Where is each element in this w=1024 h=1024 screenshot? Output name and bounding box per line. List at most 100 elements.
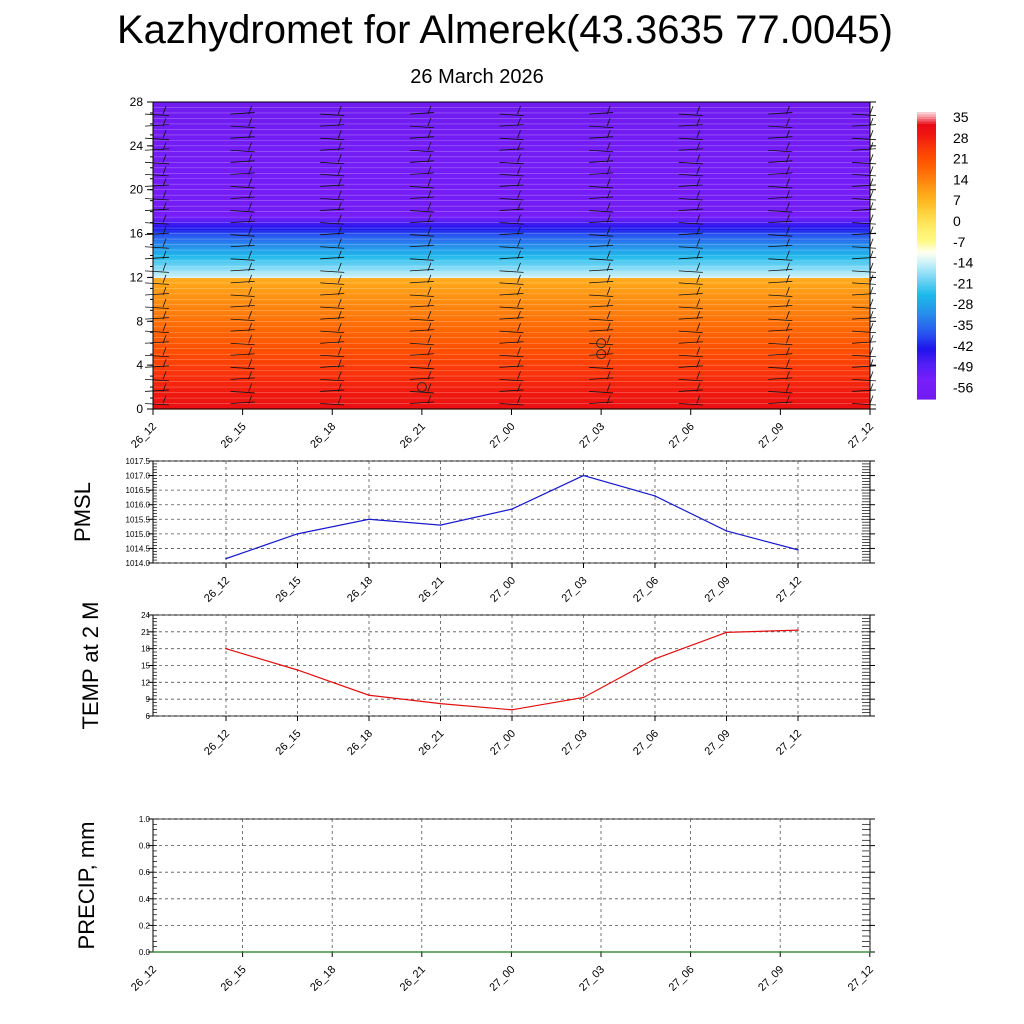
wind-barb-flag — [606, 117, 611, 127]
colorbar-segment — [917, 155, 936, 159]
wind-barb-flag — [427, 166, 432, 175]
wind-barb-flag — [427, 130, 432, 139]
colorbar-label: -49 — [953, 359, 973, 375]
heatmap-band — [153, 132, 870, 136]
colorbar-segment — [917, 253, 936, 257]
g-precip-data-point — [689, 951, 692, 953]
wind-barb — [589, 353, 614, 356]
wind-barb-flag — [427, 250, 432, 259]
wind-barb — [230, 281, 255, 284]
wind-barb — [409, 281, 434, 284]
wind-barb — [499, 113, 524, 116]
wind-barb-flag — [606, 383, 611, 392]
wind-barb — [768, 342, 793, 346]
wind-barb — [768, 244, 793, 248]
wind-barb — [768, 149, 793, 153]
wind-barb — [144, 198, 170, 201]
wind-barb — [144, 354, 170, 358]
colorbar-segment — [917, 312, 936, 316]
wind-barb — [320, 148, 345, 151]
wind-barb — [678, 148, 703, 151]
wind-barb — [499, 403, 524, 406]
heatmap-band — [153, 362, 870, 366]
heatmap-band — [153, 121, 870, 125]
wind-barb — [589, 391, 614, 394]
wind-barb — [144, 341, 170, 344]
wind-barb-flag — [248, 298, 252, 308]
heatmap-band — [153, 244, 870, 248]
wind-barb — [678, 317, 703, 320]
heatmap-band — [153, 319, 870, 322]
g-precip-xtick-label: 26_18 — [308, 964, 338, 994]
wind-barb — [320, 306, 345, 309]
wind-barb — [409, 244, 434, 248]
wind-barb — [678, 330, 703, 334]
heatmap-band — [153, 180, 870, 184]
g-temp-data-point — [225, 647, 227, 650]
wind-barb — [409, 125, 434, 129]
g-pmsl-data-point — [511, 508, 513, 510]
wind-barb — [589, 172, 614, 175]
g-precip-data-point — [331, 951, 334, 953]
cross-section-marker — [596, 338, 607, 349]
heatmap-band — [153, 398, 870, 401]
heatmap-band — [153, 169, 870, 173]
wind-barb-flag — [786, 323, 790, 332]
wind-barb — [230, 210, 255, 213]
wind-barb — [678, 282, 703, 285]
colorbar-segment — [917, 367, 936, 371]
wind-barb — [144, 378, 170, 382]
wind-barb — [409, 391, 434, 394]
colorbar-label: 0 — [953, 213, 961, 229]
colorbar-segment — [917, 231, 936, 235]
wind-barb — [589, 258, 614, 261]
wind-barb-flag — [786, 117, 790, 127]
wind-barb-flag — [427, 154, 432, 163]
heatmap-band — [153, 194, 870, 197]
wind-barb-flag — [248, 310, 252, 320]
colorbar-label: -7 — [953, 234, 966, 250]
wind-barb — [851, 306, 877, 309]
wind-barb-flag — [696, 214, 701, 223]
wind-barb-flag — [162, 226, 167, 235]
wind-barb-flag — [162, 262, 167, 271]
wind-barb-flag — [696, 238, 701, 247]
g-pmsl-ytick-label: 1016.5 — [126, 486, 151, 495]
wind-barb-flag — [606, 262, 611, 271]
wind-barb-flag — [606, 202, 611, 211]
colorbar-segment — [917, 219, 936, 223]
heatmap-band — [153, 233, 870, 237]
g-temp-xtick-label: 27_06 — [631, 728, 661, 758]
colorbar-segment — [917, 147, 936, 151]
g-precip-data-point — [779, 951, 781, 953]
heatmap-band — [153, 286, 870, 289]
wind-barb — [589, 305, 614, 308]
heatmap-band — [153, 305, 870, 309]
g-temp-data-point — [439, 702, 442, 705]
wind-barb-flag — [517, 310, 521, 320]
heatmap-band — [153, 209, 870, 213]
colorbar-segment — [917, 394, 936, 398]
heatmap-band — [153, 262, 870, 265]
heatmap-band — [153, 159, 870, 162]
wind-barb-flag — [517, 286, 521, 296]
wind-barb-flag — [786, 371, 790, 380]
wind-barb-flag — [337, 274, 342, 284]
wind-barb-flag — [337, 395, 342, 404]
wind-barb-flag — [696, 274, 701, 284]
wind-barb-flag — [427, 226, 432, 235]
g-pmsl-ytick-label: 1015.5 — [126, 515, 151, 524]
wind-barb — [768, 353, 793, 356]
g-precip-data-point — [421, 951, 423, 953]
wind-barb — [768, 329, 793, 332]
colorbar-segment — [917, 119, 936, 123]
wind-barb — [678, 208, 703, 211]
g-temp-data-point — [582, 696, 585, 699]
wind-barb-flag — [162, 323, 167, 332]
colorbar-segment — [917, 332, 936, 336]
colorbar-segment — [917, 178, 936, 182]
wind-barb-flag — [517, 130, 521, 139]
heatmap-band — [153, 380, 870, 384]
wind-barb — [589, 186, 614, 189]
heatmap-band — [153, 248, 870, 252]
